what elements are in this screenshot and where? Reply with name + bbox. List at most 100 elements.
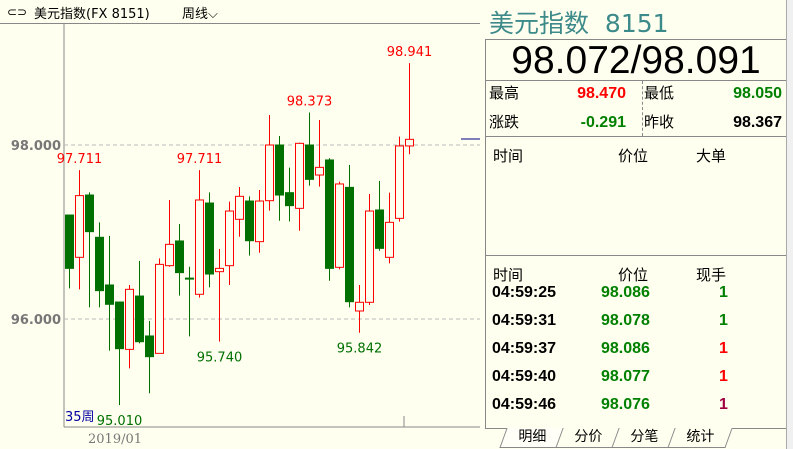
- quote-stats: 最高 98.470 最低 98.050 涨跌 -0.291 昨收 98.367: [485, 80, 787, 136]
- low-annotation: 95.740: [197, 351, 243, 366]
- candle-body: [245, 200, 254, 242]
- tab-detail[interactable]: 明细: [499, 428, 565, 448]
- axis-mask: [0, 24, 63, 427]
- candle-body: [325, 159, 334, 269]
- bar-count-label: 35周: [65, 410, 95, 425]
- candle-body: [165, 243, 174, 267]
- col-price: 价位: [618, 147, 649, 165]
- candle-body: [145, 335, 154, 358]
- period-selector[interactable]: 周线⌵: [182, 3, 218, 22]
- col-time: 时间: [493, 147, 524, 165]
- candle-body: [85, 194, 94, 233]
- candle-body: [135, 295, 144, 343]
- quote-code: 8151: [604, 9, 669, 38]
- change-label: 涨跌: [489, 113, 520, 131]
- candle-body: [235, 195, 244, 220]
- candle-body: [95, 236, 104, 292]
- candle-body: [365, 210, 374, 303]
- candle-body: [195, 199, 204, 295]
- tick-row: 04:59:46 98.076 1: [486, 396, 786, 424]
- low-annotation: 95.010: [97, 414, 143, 429]
- y-tick-label: 96.000: [11, 313, 61, 328]
- candle-body: [175, 240, 184, 274]
- prev-close-value: 98.367: [733, 114, 782, 131]
- col-price: 价位: [618, 266, 649, 284]
- candlestick-chart[interactable]: 98.000 96.000 97.711 97.711 98.373 98.941 95.0…: [0, 24, 480, 449]
- high-annotation: 98.373: [287, 95, 333, 110]
- tick-price: 98.078: [601, 312, 650, 329]
- tab-label: 分价: [574, 429, 603, 445]
- high-annotation: 97.711: [177, 152, 223, 167]
- candle-body: [125, 288, 134, 350]
- col-time: 时间: [493, 266, 524, 284]
- scrollbar[interactable]: [786, 0, 793, 449]
- candle-body: [115, 301, 124, 350]
- tab-price-distribution[interactable]: 分价: [555, 428, 621, 448]
- candle-body: [185, 277, 194, 280]
- chevron-down-icon: ⌵: [208, 7, 218, 22]
- y-tick-label: 98.000: [11, 139, 61, 154]
- candle-body: [65, 214, 74, 269]
- col-volume: 现手: [696, 266, 727, 284]
- tab-ticks[interactable]: 分笔: [611, 428, 677, 448]
- change-value: -0.291: [580, 114, 626, 131]
- tab-statistics[interactable]: 统计: [667, 428, 733, 448]
- quote-title: 美元指数 8151: [489, 4, 669, 40]
- high-label: 最高: [489, 84, 520, 102]
- high-annotation: 98.941: [387, 45, 433, 60]
- tick-price: 98.086: [601, 340, 650, 357]
- big-order-table: 时间 价位 大单: [485, 136, 787, 255]
- candle-body: [315, 166, 324, 176]
- candle-body: [155, 263, 164, 354]
- tick-price: 98.086: [601, 284, 650, 301]
- low-annotation: 95.842: [337, 342, 383, 357]
- tick-time: 04:59:40: [492, 368, 557, 385]
- candle-body: [215, 267, 224, 273]
- candle-body: [305, 144, 314, 180]
- quote-panel: 美元指数 8151 98.072/98.091 最高 98.470 最低 98.…: [485, 0, 791, 449]
- tick-time: 04:59:25: [492, 284, 557, 301]
- candle-body: [225, 210, 234, 267]
- prev-close-label: 昨收: [644, 113, 675, 131]
- tick-price: 98.076: [601, 396, 650, 413]
- high-value: 98.470: [577, 85, 626, 102]
- chart-header: ⊂⊃ 美元指数(FX 8151) 周线⌵: [0, 0, 480, 24]
- tick-volume: 1: [719, 368, 728, 385]
- candle-body: [295, 142, 304, 209]
- tick-table: 时间 价位 现手 04:59:25 98.086 1 04:59:31 98.07…: [485, 255, 787, 429]
- low-value: 98.050: [733, 85, 782, 102]
- tab-label: 统计: [686, 429, 715, 445]
- quote-name: 美元指数: [489, 9, 590, 38]
- tick-row: 04:59:37 98.086 1: [486, 340, 786, 368]
- candle-body: [375, 209, 384, 249]
- candle-body: [385, 221, 394, 258]
- tick-price: 98.077: [601, 368, 650, 385]
- x-axis-date-label: 2019/01: [88, 432, 142, 447]
- stats-divider: [642, 81, 643, 136]
- candle-body: [355, 301, 364, 312]
- candle-body: [205, 202, 214, 275]
- chain-link-icon[interactable]: ⊂⊃: [7, 5, 28, 19]
- period-label: 周线: [182, 7, 209, 22]
- tick-row: 04:59:40 98.077 1: [486, 368, 786, 396]
- candle-body: [75, 195, 84, 258]
- tick-volume: 1: [719, 396, 728, 413]
- tick-row: 04:59:31 98.078 1: [486, 312, 786, 340]
- candle-body: [255, 200, 264, 243]
- tick-time: 04:59:37: [492, 340, 557, 357]
- col-big-order: 大单: [696, 147, 727, 165]
- tick-volume: 1: [719, 284, 728, 301]
- tick-row: 04:59:25 98.086 1: [486, 284, 786, 312]
- candle-body: [275, 144, 284, 196]
- high-annotation: 97.711: [57, 152, 103, 167]
- bid-ask-price: 98.072/98.091: [485, 39, 787, 82]
- candle-body: [285, 192, 294, 207]
- low-label: 最低: [644, 84, 675, 102]
- tick-volume: 1: [719, 312, 728, 329]
- candle-body: [395, 145, 404, 219]
- tab-label: 明细: [518, 429, 547, 445]
- candle-body: [335, 183, 344, 268]
- candle-body: [345, 186, 354, 303]
- candle-body: [105, 284, 114, 305]
- tick-time: 04:59:46: [492, 396, 557, 413]
